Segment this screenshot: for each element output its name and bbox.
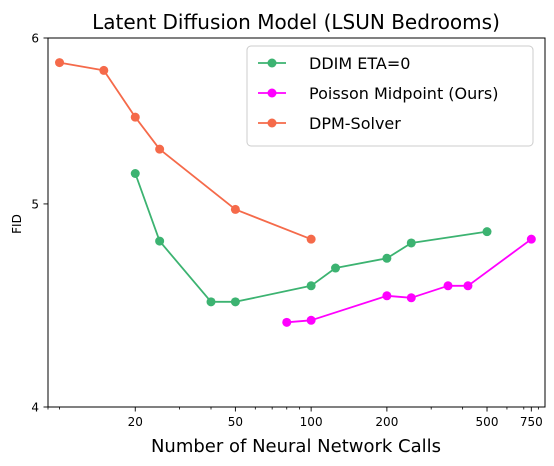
x-tick-label: 50 xyxy=(228,415,243,429)
x-tick-label: 750 xyxy=(520,415,543,429)
legend-entry: DDIM ETA=0 xyxy=(258,54,410,73)
data-point xyxy=(99,65,109,75)
legend-entry: DPM-Solver xyxy=(258,114,401,133)
x-tick-label: 100 xyxy=(300,415,323,429)
legend-box xyxy=(246,45,534,147)
data-point xyxy=(130,112,140,122)
x-tick-label: 20 xyxy=(128,415,143,429)
x-axis-label: Number of Neural Network Calls xyxy=(151,436,441,457)
series-0 xyxy=(130,168,492,307)
legend-marker xyxy=(267,88,277,98)
data-point xyxy=(331,263,341,273)
data-point xyxy=(306,234,316,244)
y-tick-label: 5 xyxy=(31,197,39,211)
data-point xyxy=(155,236,165,246)
series-2 xyxy=(55,58,316,244)
data-point xyxy=(206,297,216,307)
y-axis-label: FID xyxy=(10,214,24,234)
legend-marker xyxy=(267,58,277,68)
plot-frame xyxy=(47,37,546,408)
data-point xyxy=(282,317,292,327)
y-tick-label: 6 xyxy=(31,32,39,46)
data-point xyxy=(306,315,316,325)
data-point xyxy=(406,238,416,248)
data-point xyxy=(130,168,140,178)
data-point xyxy=(55,58,65,68)
data-point xyxy=(230,297,240,307)
series-line xyxy=(286,238,532,324)
data-point xyxy=(382,291,392,301)
legend-marker xyxy=(267,118,277,128)
series-1 xyxy=(282,234,536,327)
data-point xyxy=(306,281,316,291)
data-point xyxy=(443,281,453,291)
data-point xyxy=(406,293,416,303)
data-point xyxy=(526,234,536,244)
data-point xyxy=(382,253,392,263)
legend-entry: Poisson Midpoint (Ours) xyxy=(258,84,498,103)
legend: DDIM ETA=0 Poisson Midpoint (Ours) DPM-Sol… xyxy=(246,45,534,147)
plot-area xyxy=(47,37,546,408)
chart-title: Latent Diffusion Model (LSUN Bedrooms) xyxy=(92,10,500,34)
data-point xyxy=(482,227,492,237)
data-point xyxy=(463,281,473,291)
x-tick-label: 500 xyxy=(476,415,499,429)
series-layer xyxy=(55,58,536,327)
series-line xyxy=(59,61,312,241)
legend-label: DDIM ETA=0 xyxy=(309,54,410,73)
data-point xyxy=(230,204,240,214)
x-tick-label: 200 xyxy=(375,415,398,429)
axes: 20 50 100 200 500 750 4 5 6 xyxy=(31,32,542,430)
data-point xyxy=(155,144,165,154)
legend-label: DPM-Solver xyxy=(309,114,401,133)
y-tick-label: 4 xyxy=(31,401,39,415)
legend-label: Poisson Midpoint (Ours) xyxy=(309,84,498,103)
